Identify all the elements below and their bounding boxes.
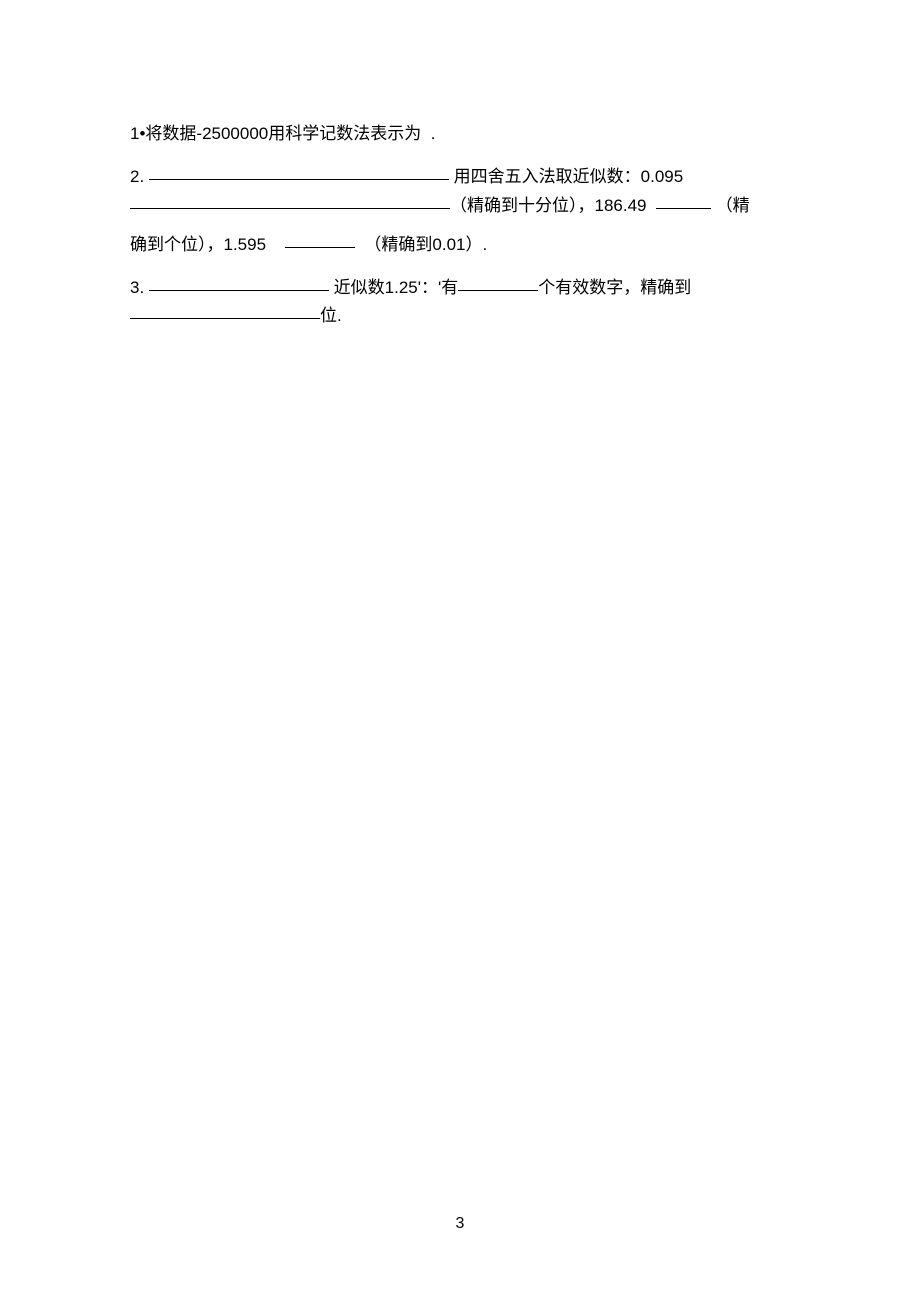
q3-blank-3[interactable] <box>130 318 320 319</box>
q2-part1: 用四舍五入法取近似数：0.095 <box>449 167 683 186</box>
q2-blank-2[interactable] <box>130 208 450 209</box>
q2-part2: （精确到十分位），186.49 <box>450 196 647 215</box>
q2-blank-4[interactable] <box>285 247 355 248</box>
q3-blank-2[interactable] <box>458 290 538 291</box>
page-number: 3 <box>0 1215 920 1233</box>
q3-part1: 近似数1.25'：'有 <box>329 278 458 297</box>
q2-blank-3[interactable] <box>656 208 711 209</box>
q2-part3: （精 <box>716 196 750 215</box>
q1-suffix: . <box>431 124 436 143</box>
q2-num: 2. <box>130 167 144 186</box>
q2-blank-1[interactable] <box>149 179 449 180</box>
question-2: 2. 用四舍五入法取近似数：0.095 （精确到十分位），186.49 （精 确… <box>130 163 790 260</box>
q1-text: 1•将数据-2500000用科学记数法表示为 <box>130 124 421 143</box>
q2-line2a: 确到个位），1.595 <box>130 235 266 254</box>
q3-num: 3. <box>130 278 144 297</box>
question-3: 3. 近似数1.25'：'有 个有效数字，精确到 位. <box>130 274 790 332</box>
question-1: 1•将数据-2500000用科学记数法表示为 . <box>130 120 790 149</box>
q3-part3: 位. <box>320 306 342 325</box>
q3-part2: 个有效数字，精确到 <box>538 278 691 297</box>
document-content: 1•将数据-2500000用科学记数法表示为 . 2. 用四舍五入法取近似数：0… <box>0 0 920 331</box>
q2-line2b: （精确到0.01）. <box>364 235 487 254</box>
q3-blank-1[interactable] <box>149 290 329 291</box>
